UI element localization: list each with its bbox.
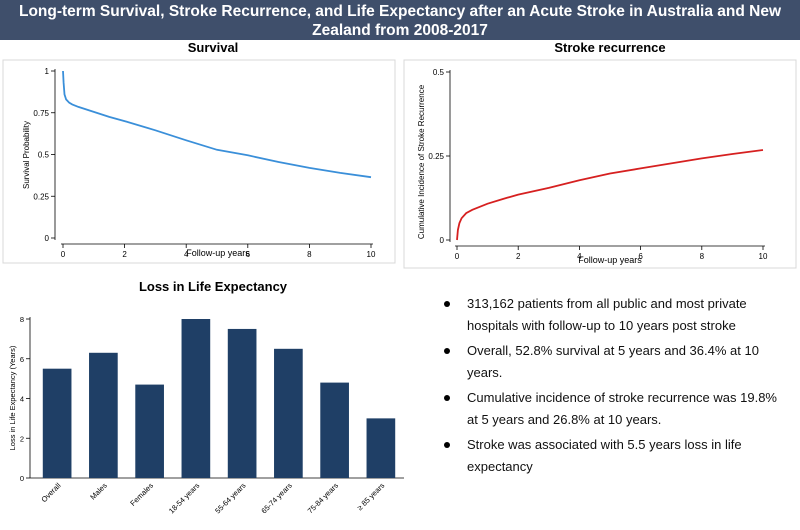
x-tick-label: Overall <box>39 481 62 504</box>
plot-frame <box>2 59 396 264</box>
y-tick-label: 4 <box>20 395 24 404</box>
bar <box>89 352 118 478</box>
bullet-text: 313,162 patients from all public and mos… <box>467 296 747 333</box>
y-axis-label: Cumulative Incidence of Stroke Recurrenc… <box>417 84 426 239</box>
bar <box>42 368 72 478</box>
x-tick-label: 8 <box>307 250 312 259</box>
header-banner: Long-term Survival, Stroke Recurrence, a… <box>0 0 800 40</box>
bar <box>274 348 303 478</box>
bullet-dot-icon <box>444 301 450 307</box>
header-title: Long-term Survival, Stroke Recurrence, a… <box>18 3 782 39</box>
bullet-item: Stroke was associated with 5.5 years los… <box>440 434 790 477</box>
x-tick-label: 18-54 years <box>167 481 202 516</box>
x-tick-label: 75-84 years <box>306 481 341 516</box>
plot-frame <box>403 59 797 269</box>
summary-bullets: 313,162 patients from all public and mos… <box>440 293 790 481</box>
survival-chart: Survival Survival Probability Follow-up … <box>2 40 396 264</box>
y-axis-label: Survival Probability <box>22 121 31 189</box>
bar <box>366 418 396 478</box>
y-tick-label: 0 <box>45 234 50 243</box>
x-axis-label: Follow-up years <box>186 248 250 258</box>
chart-title: Loss in Life Expectancy <box>139 279 288 294</box>
recurrence-chart: Stroke recurrence Cumulative Incidence o… <box>403 40 797 269</box>
bar <box>135 384 164 478</box>
bullet-dot-icon <box>444 348 450 354</box>
x-tick-label: 2 <box>516 252 521 261</box>
y-tick-label: 0.5 <box>38 151 50 160</box>
bullet-text: Cumulative incidence of stroke recurrenc… <box>467 390 777 427</box>
bullet-dot-icon <box>444 442 450 448</box>
y-tick-label: 0.75 <box>33 109 49 118</box>
x-tick-label: 8 <box>700 252 705 261</box>
x-tick-label: 4 <box>184 250 189 259</box>
x-axis-label: Follow-up years <box>578 255 642 265</box>
x-tick-label: 10 <box>759 252 768 261</box>
x-tick-label: Males <box>88 481 109 502</box>
y-tick-label: 0 <box>20 474 24 483</box>
bar <box>227 328 257 478</box>
bar <box>181 319 211 478</box>
x-tick-label: 0 <box>455 252 460 261</box>
y-tick-label: 1 <box>45 67 50 76</box>
y-tick-label: 6 <box>20 355 24 364</box>
x-tick-label: 10 <box>367 250 376 259</box>
bullet-text: Overall, 52.8% survival at 5 years and 3… <box>467 343 759 380</box>
x-tick-label: 6 <box>246 250 251 259</box>
y-tick-label: 0 <box>440 236 445 245</box>
x-tick-label: 55-64 years <box>213 481 248 516</box>
x-tick-label: Females <box>128 481 155 508</box>
y-tick-label: 0.5 <box>433 68 445 77</box>
bullet-item: Overall, 52.8% survival at 5 years and 3… <box>440 340 790 383</box>
y-tick-label: 0.25 <box>428 152 444 161</box>
x-tick-label: 4 <box>577 252 582 261</box>
chart-title: Stroke recurrence <box>554 40 665 55</box>
bullet-text: Stroke was associated with 5.5 years los… <box>467 437 742 474</box>
life-expectancy-chart: Loss in Life Expectancy Loss in Life Exp… <box>8 279 404 516</box>
bar <box>320 382 349 478</box>
x-tick-label: 6 <box>638 252 643 261</box>
y-tick-label: 0.25 <box>33 192 49 201</box>
y-axis-label: Loss in Life Expectancy (Years) <box>8 345 17 450</box>
y-tick-label: 8 <box>20 315 24 324</box>
bullet-item: 313,162 patients from all public and mos… <box>440 293 790 336</box>
chart-title: Survival <box>188 40 239 55</box>
y-tick-label: 2 <box>20 434 24 443</box>
x-tick-label: 2 <box>122 250 127 259</box>
series-line <box>456 149 764 241</box>
series-line <box>62 70 372 179</box>
bullet-dot-icon <box>444 395 450 401</box>
bullet-item: Cumulative incidence of stroke recurrenc… <box>440 387 790 430</box>
x-tick-label: ≥ 85 years <box>355 481 386 512</box>
x-tick-label: 65-74 years <box>259 481 294 516</box>
x-tick-label: 0 <box>61 250 66 259</box>
